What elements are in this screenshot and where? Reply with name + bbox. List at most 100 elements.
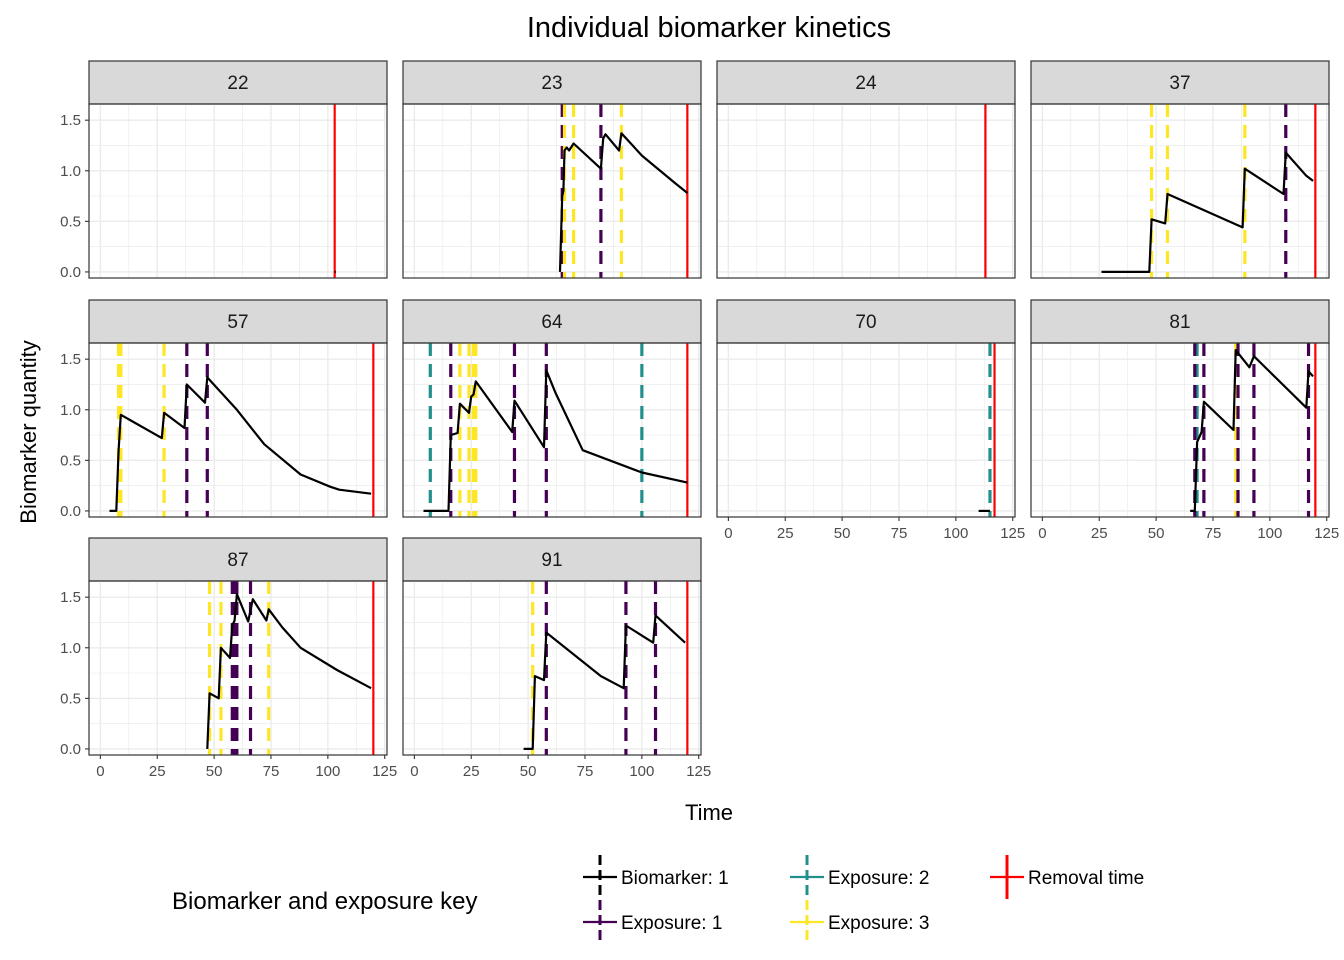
y-tick-label: 1.0 — [60, 402, 81, 419]
strip-label-81: 81 — [1169, 312, 1190, 333]
x-tick-label: 25 — [1091, 525, 1108, 542]
legend-label: Exposure: 1 — [621, 913, 722, 934]
strip-70 — [716, 299, 1016, 344]
grid-87 — [89, 581, 387, 755]
x-tick-label: 75 — [1205, 525, 1222, 542]
biomarker-line — [523, 614, 686, 750]
legend-item-exposure_3: Exposure: 3 — [790, 900, 929, 944]
facet-panel-87: 87 0.0 0.5 1.0 1.5 0 25 50 75 100 125 — [60, 537, 397, 780]
x-tick-label: 50 — [520, 763, 537, 780]
grid-23 — [403, 104, 701, 278]
legend-item-biomarker: Biomarker: 1 — [583, 855, 729, 899]
grid-24 — [717, 104, 1015, 278]
panel-border — [88, 103, 388, 279]
panel-border — [1030, 103, 1330, 279]
strip-label-87: 87 — [227, 550, 248, 571]
legend-item-removal: Removal time — [990, 855, 1144, 899]
strip-label-22: 22 — [227, 73, 248, 94]
biomarker-line — [1101, 151, 1314, 273]
facet-panel-22: 22 0.0 0.5 1.0 1.5 — [60, 60, 388, 281]
x-tick-label: 0 — [724, 525, 732, 542]
x-tick-label: 100 — [629, 763, 654, 780]
x-tick-label: 100 — [943, 525, 968, 542]
x-tick-label: 100 — [1257, 525, 1282, 542]
facet-panel-37: 37 — [1030, 60, 1330, 279]
biomarker-line — [423, 369, 688, 512]
x-tick-label: 0 — [410, 763, 418, 780]
x-tick-label: 50 — [206, 763, 223, 780]
legend-label: Exposure: 3 — [828, 913, 929, 934]
panel-border — [402, 103, 702, 279]
panel-border — [402, 580, 702, 756]
legend-label: Biomarker: 1 — [621, 868, 729, 889]
facet-panel-64: 64 — [402, 299, 702, 518]
legend-key-exposure_3 — [790, 900, 824, 944]
strip-22 — [88, 60, 388, 105]
strip-24 — [716, 60, 1016, 105]
panel-border — [716, 342, 1016, 518]
x-tick-label: 25 — [463, 763, 480, 780]
biomarker-line — [206, 593, 372, 749]
x-tick-label: 0 — [1038, 525, 1046, 542]
grid-22 — [89, 104, 387, 278]
biomarker-line — [1190, 349, 1314, 512]
facet-panel-81: 81 0 25 50 75 100 125 — [1030, 299, 1339, 542]
y-tick-label: 0.0 — [60, 741, 81, 758]
x-tick-label: 75 — [577, 763, 594, 780]
legend-item-exposure_2: Exposure: 2 — [790, 855, 929, 899]
strip-64 — [402, 299, 702, 344]
panel-border — [1030, 342, 1330, 518]
x-tick-label: 50 — [834, 525, 851, 542]
facet-panel-57: 57 0.0 0.5 1.0 1.5 — [60, 299, 388, 520]
legend-key-biomarker — [583, 855, 617, 899]
legend-label: Exposure: 2 — [828, 868, 929, 889]
legend-key-exposure_1 — [583, 900, 617, 944]
strip-label-70: 70 — [855, 312, 876, 333]
strip-label-24: 24 — [855, 73, 877, 94]
x-axis-title: Time — [685, 800, 733, 825]
x-tick-label: 75 — [891, 525, 908, 542]
legend-item-exposure_1: Exposure: 1 — [583, 900, 722, 944]
biomarker-line — [109, 376, 372, 512]
strip-81 — [1030, 299, 1330, 344]
facet-panel-91: 91 0 25 50 75 100 125 — [402, 537, 711, 780]
x-tick-label: 125 — [1314, 525, 1339, 542]
facet-panels: 22 0.0 0.5 1.0 1.5 23 24 37 57 0.0 0.5 1.0 1.5 64 70 0 2… — [60, 60, 1339, 780]
legend-title: Biomarker and exposure key — [172, 888, 477, 915]
strip-label-37: 37 — [1169, 73, 1190, 94]
legend-key-exposure_2 — [790, 855, 824, 899]
y-tick-label: 0.5 — [60, 690, 81, 707]
x-tick-label: 125 — [1000, 525, 1025, 542]
y-tick-label: 1.0 — [60, 163, 81, 180]
y-tick-label: 0.5 — [60, 452, 81, 469]
y-tick-label: 1.0 — [60, 640, 81, 657]
panel-border — [716, 103, 1016, 279]
x-tick-label: 75 — [263, 763, 280, 780]
facet-panel-24: 24 — [716, 60, 1016, 279]
y-tick-label: 0.5 — [60, 213, 81, 230]
panel-border — [402, 342, 702, 518]
panel-border — [88, 342, 388, 518]
y-tick-label: 1.5 — [60, 589, 81, 606]
x-tick-label: 25 — [149, 763, 166, 780]
x-tick-label: 125 — [686, 763, 711, 780]
grid-37 — [1031, 104, 1329, 278]
strip-37 — [1030, 60, 1330, 105]
legend-key-removal — [990, 855, 1024, 899]
facet-panel-70: 70 0 25 50 75 100 125 — [716, 299, 1025, 542]
strip-87 — [88, 537, 388, 582]
biomarker-line — [558, 132, 689, 272]
grid-64 — [403, 343, 701, 517]
y-tick-label: 1.5 — [60, 112, 81, 129]
chart-title: Individual biomarker kinetics — [527, 12, 891, 44]
x-tick-label: 50 — [1148, 525, 1165, 542]
x-tick-label: 125 — [372, 763, 397, 780]
y-tick-label: 1.5 — [60, 351, 81, 368]
grid-70 — [717, 343, 1015, 517]
legend-label: Removal time — [1028, 868, 1144, 889]
strip-label-23: 23 — [541, 73, 562, 94]
grid-81 — [1031, 343, 1329, 517]
y-tick-label: 0.0 — [60, 503, 81, 520]
y-axis-title: Biomarker quantity — [16, 340, 41, 523]
